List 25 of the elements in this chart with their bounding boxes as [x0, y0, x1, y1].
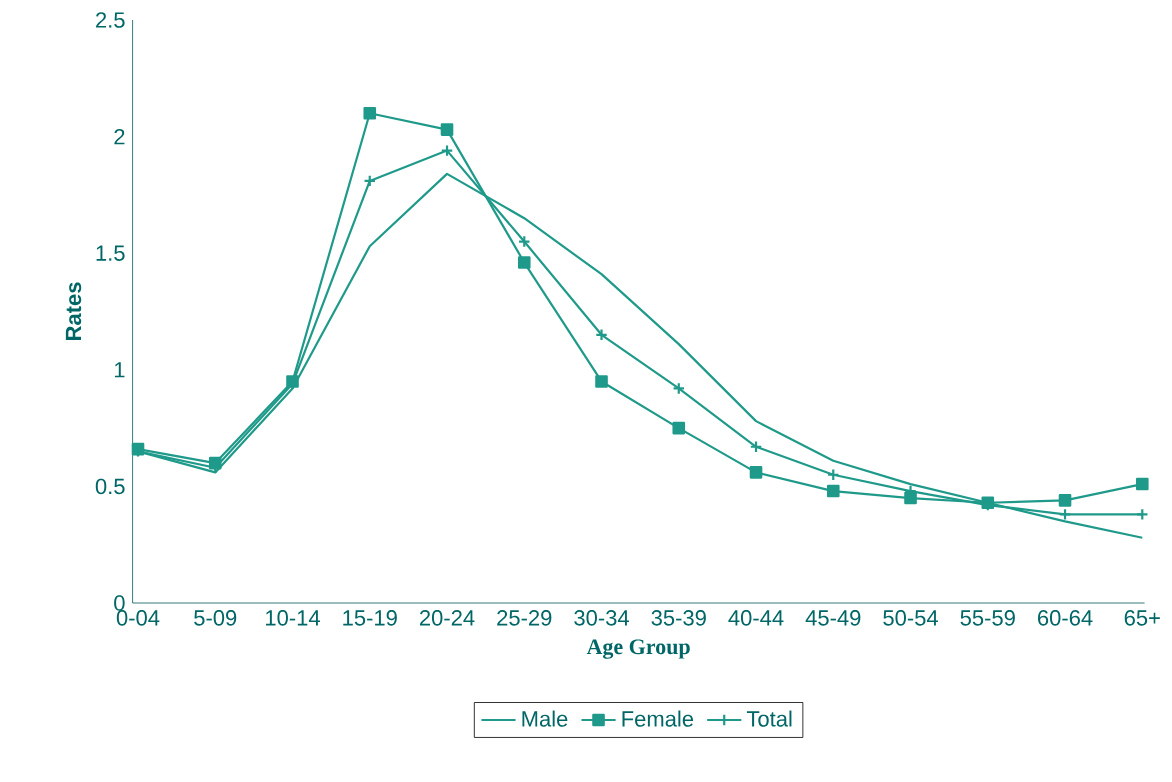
y-tick-label: 2.5 [96, 12, 125, 28]
x-tick-label: 35-39 [651, 610, 706, 626]
x-tick-label: 65+ [1124, 610, 1160, 626]
x-tick-label: 5-09 [194, 610, 237, 626]
x-tick-label: 25-29 [497, 610, 552, 626]
x-tick-label: 40-44 [728, 610, 784, 626]
x-tick-label: 55-59 [960, 610, 1015, 626]
x-tick-label: 15-19 [343, 610, 397, 626]
x-tick-label: 45-49 [805, 610, 861, 626]
legend-label: Total [746, 710, 792, 727]
y-tick-label: 2 [114, 128, 125, 145]
x-tick-label: 30-34 [574, 610, 629, 626]
y-tick-label: 0.5 [95, 478, 125, 495]
y-axis-title: Rates [65, 282, 82, 340]
x-tick-label: 20-24 [419, 610, 475, 626]
x-tick-label: 10-14 [266, 610, 320, 626]
y-tick-label: 1 [114, 362, 125, 378]
legend-label: Female [622, 710, 694, 727]
x-tick-label: 50-54 [883, 610, 938, 626]
x-tick-label: 0-04 [116, 610, 160, 626]
y-tick-label: 0 [114, 595, 125, 611]
x-axis-title: Age Group [586, 639, 690, 659]
y-tick-label: 1.5 [96, 245, 125, 261]
x-tick-label: 60-64 [1038, 610, 1093, 626]
legend-label: Male [522, 710, 568, 727]
